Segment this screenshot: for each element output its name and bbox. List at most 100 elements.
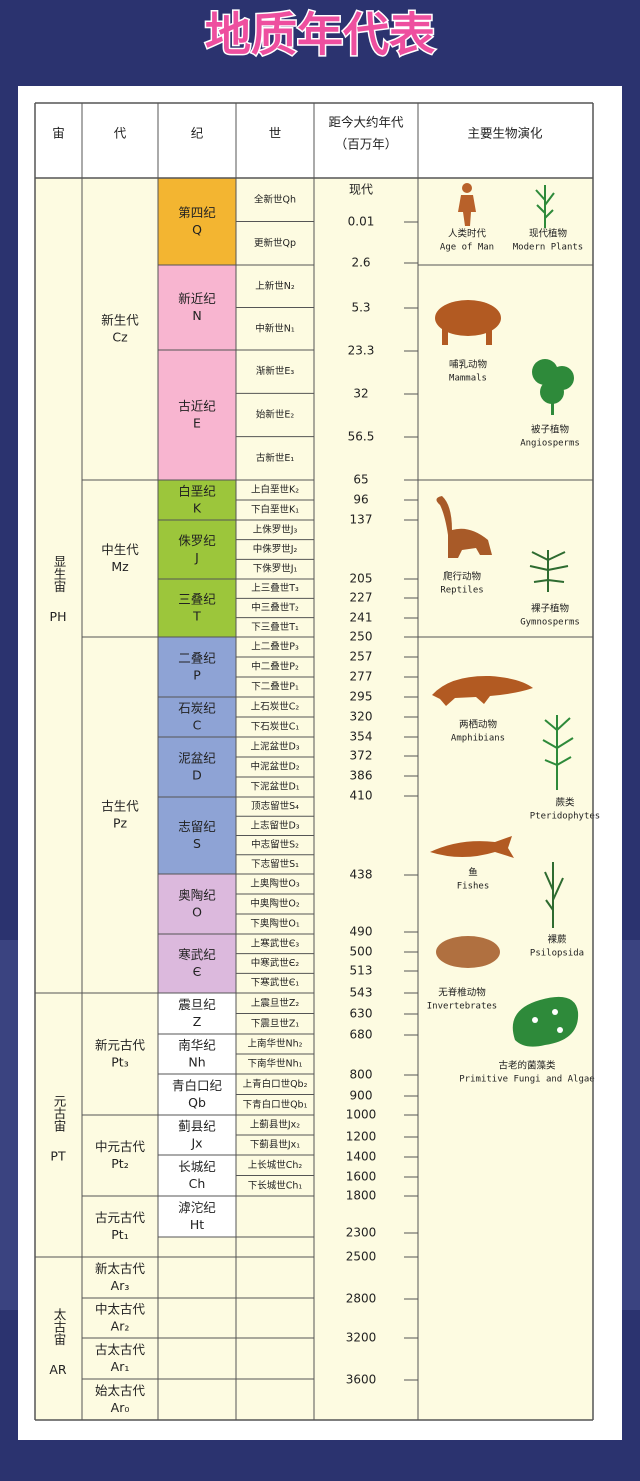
age-label: 23.3 [348,344,375,358]
era-name: 古生代 [101,799,139,814]
age-label: 205 [350,572,373,586]
period-code: P [193,668,201,683]
period-name: 二叠纪 [178,651,216,666]
period-name: 侏罗纪 [178,533,216,548]
epoch-name: 更新世Qp [254,237,296,249]
epoch-name: 下三叠世T₁ [251,621,299,633]
period-name: 青白口纪 [172,1078,223,1093]
period-name: 南华纪 [178,1038,216,1053]
icon-trilobite [436,936,500,968]
life-name-en: Angiosperms [520,439,580,449]
epoch-name: 上三叠世T₃ [251,582,299,594]
icon-fish [430,836,514,858]
life-name-en: Amphibians [451,734,505,744]
life-name: 哺乳动物 [449,359,488,371]
icon-reptile [436,496,492,558]
header-cell: 主要生物演化 [467,126,543,141]
period-code: Jx [190,1136,202,1151]
era-code: Pt₃ [111,1055,128,1070]
era-code: Ar₂ [111,1319,130,1334]
era-code: Ar₁ [111,1359,130,1374]
period-cell [158,874,236,934]
epoch-name: 始新世E₂ [256,409,295,421]
epoch-name: 中志留世S₂ [251,839,299,851]
epoch-name: 中奥陶世O₂ [250,898,299,910]
period-name: 第四纪 [178,205,216,220]
age-label: 386 [350,769,373,783]
era-name: 中元古代 [95,1139,146,1154]
life-name-en: Fishes [457,882,490,892]
period-code: E [193,416,201,431]
period-code: C [193,718,202,733]
period-code: Z [193,1014,202,1029]
header-cell: 纪 [191,126,204,141]
icon-algae [512,996,579,1047]
icon-amphibian [432,675,533,706]
period-code: Nh [188,1055,205,1070]
age-label: 277 [350,670,373,684]
period-cell [158,1155,236,1196]
period-cell [158,265,236,350]
era-code: Pt₁ [111,1227,128,1242]
age-label: 800 [350,1068,373,1082]
epoch-name: 下长城世Ch₁ [248,1179,303,1191]
era-name: 古元古代 [95,1210,146,1225]
period-cell [158,737,236,797]
period-name: 蓟县纪 [178,1119,216,1134]
period-cell [158,178,236,265]
epoch-name: 渐新世E₃ [256,365,295,377]
age-label: 410 [350,789,373,803]
icon-mammal [435,300,501,345]
age-label: 513 [350,964,373,978]
epoch-name: 上奥陶世O₃ [250,878,299,890]
period-code: Є [193,964,202,979]
life-name: 爬行动物 [443,571,482,583]
era-code: Ar₀ [111,1400,130,1415]
period-code: K [193,501,202,516]
period-cell [158,1196,236,1237]
epoch-name: 下泥盆世D₁ [250,781,299,793]
icon-human [458,183,476,226]
age-label: 490 [350,925,373,939]
life-name-en: Modern Plants [513,243,583,253]
epoch-name: 上志留世D₃ [250,819,299,831]
age-label: 1200 [346,1130,377,1144]
epoch-name: 下青白口世Qb₁ [243,1098,308,1110]
eon-code: PH [50,609,67,624]
period-cell [158,350,236,480]
epoch-name: 全新世Qh [254,193,296,205]
age-label: 354 [350,730,373,744]
age-label: 2300 [346,1226,377,1240]
age-label: 500 [350,945,373,959]
epoch-name: 下奥陶世O₁ [250,918,299,930]
icon-fern [542,715,574,790]
period-code: Ch [189,1176,206,1191]
period-cell [158,579,236,637]
epoch-name: 中侏罗世J₂ [253,543,298,555]
age-label: 1600 [346,1170,377,1184]
epoch-name: 下石炭世C₁ [251,721,300,733]
period-code: T [192,609,201,624]
age-label: 2500 [346,1250,377,1264]
life-name-en: Psilopsida [530,949,584,959]
era-name: 始太古代 [95,1383,146,1398]
age-label: 137 [350,513,373,527]
period-cell [158,797,236,874]
epoch-name: 中三叠世T₂ [251,602,299,614]
period-code: N [192,308,201,323]
life-name-en: Primitive Fungi and Algae [459,1075,594,1085]
period-name: 滹沱纪 [178,1200,216,1215]
age-label: 65 [353,473,368,487]
era-code: Pt₂ [111,1156,128,1171]
header-cell: 距今大约年代 [328,115,404,130]
eon-code: AR [49,1362,67,1377]
era-code: Pz [113,816,128,831]
epoch-name: 上白垩世K₂ [251,484,299,496]
table: 宙代纪世距今大约年代（百万年）主要生物演化显生宙PH元古宙PT太古宙AR新生代C… [34,102,600,1421]
age-label: 3200 [346,1331,377,1345]
age-label: 1000 [346,1108,377,1122]
epoch-name: 上石炭世C₂ [251,701,300,713]
